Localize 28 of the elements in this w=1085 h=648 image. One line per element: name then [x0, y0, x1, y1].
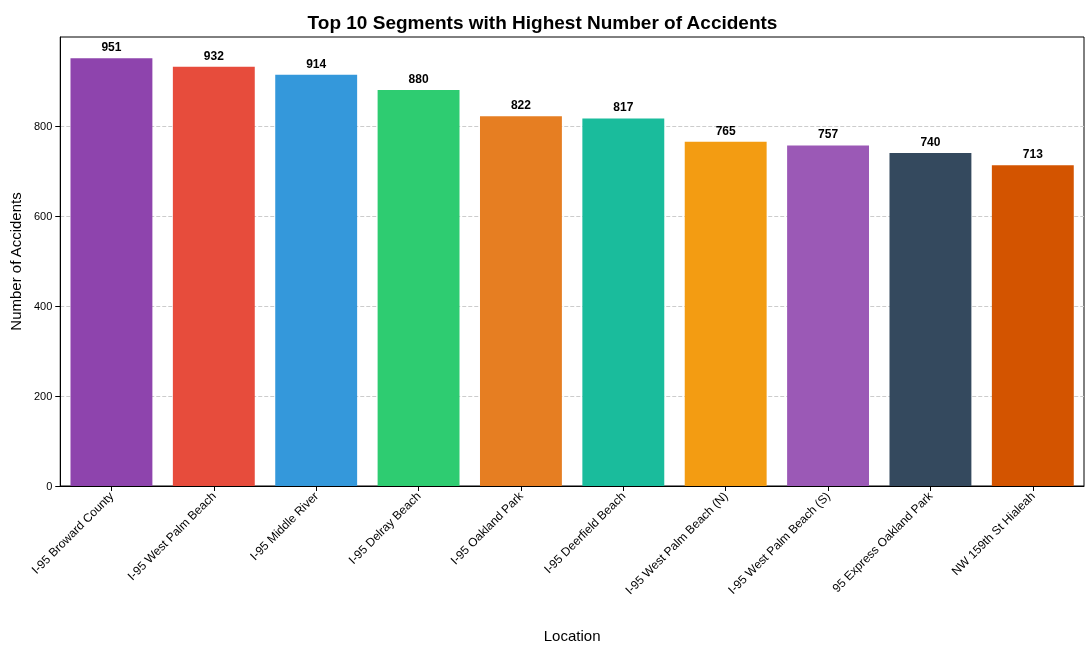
- data-label: 713: [1022, 147, 1044, 162]
- bar: [889, 153, 972, 486]
- y-tick-label: 600: [33, 210, 53, 223]
- y-tick-label: 800: [33, 120, 53, 133]
- data-label: 914: [306, 56, 327, 71]
- bar: [787, 145, 870, 486]
- x-axis-title: Location: [543, 627, 601, 644]
- bar: [377, 90, 460, 486]
- y-tick-label: 200: [33, 390, 53, 403]
- data-label: 757: [818, 127, 839, 142]
- data-label: 932: [203, 48, 225, 63]
- bar: [275, 74, 358, 486]
- data-label: 822: [510, 98, 532, 113]
- data-label: 765: [715, 123, 737, 138]
- bar: [582, 118, 665, 486]
- y-tick-label: 400: [33, 300, 53, 313]
- bar: [684, 141, 767, 486]
- data-label: 880: [408, 72, 429, 87]
- data-label: 740: [920, 135, 941, 150]
- data-label: 817: [613, 100, 634, 115]
- bar: [991, 165, 1074, 486]
- y-tick-label: 0: [46, 480, 53, 492]
- bar: [70, 58, 153, 486]
- y-axis-title: Number of Accidents: [7, 192, 24, 331]
- bar: [479, 116, 562, 486]
- bar: [172, 66, 255, 486]
- chart-title: Top 10 Segments with Highest Number of Accidents: [307, 12, 778, 33]
- data-label: 951: [101, 40, 122, 55]
